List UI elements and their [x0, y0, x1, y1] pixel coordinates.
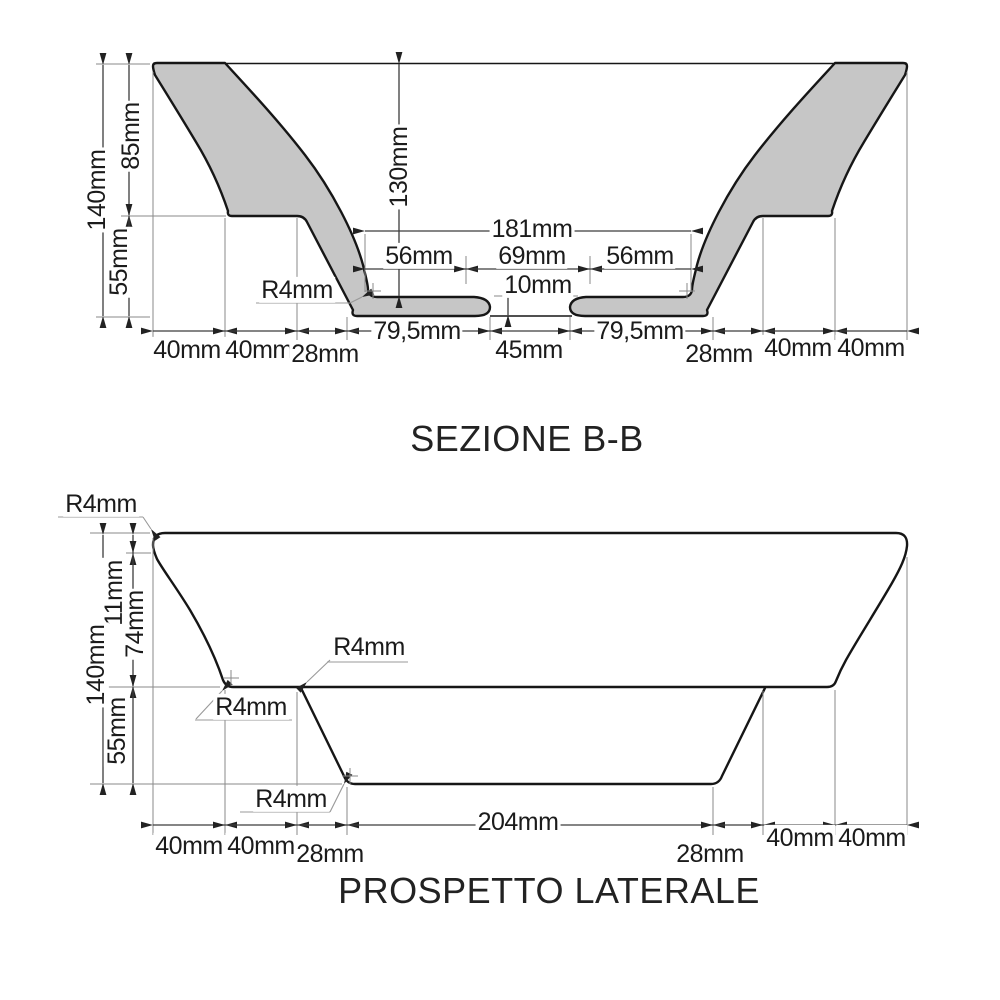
radius-label: R4mm — [259, 275, 335, 304]
dim-label-flange-right: 79,5mm — [594, 316, 686, 345]
dim-label-outer-right-2: 40mm — [836, 823, 908, 852]
dim-label-flange-left: 79,5mm — [371, 316, 463, 345]
dim-label-outer-right-1: 40mm — [764, 823, 836, 852]
dim-label-inner-right: 56mm — [604, 241, 676, 270]
radius-label-mid: R4mm — [331, 632, 407, 661]
dim-label-outer-left-1: 40mm — [153, 831, 225, 860]
prospetto-dimensions — [58, 516, 919, 835]
dim-label-base-thickness: 10mm — [502, 270, 574, 299]
dim-label-lower-height: 55mm — [104, 226, 133, 298]
dim-label-outer-left-1: 40mm — [151, 335, 223, 364]
dim-label-outer-left-2: 40mm — [225, 831, 297, 860]
section-bb-outline — [151, 61, 909, 318]
prospetto-outline — [151, 531, 909, 786]
dim-label-inner-height: 130mm — [384, 124, 413, 210]
dim-label-curve-height: 74mm — [120, 588, 149, 660]
radius-label-bottom: R4mm — [253, 784, 329, 813]
dim-label-outer-right-2: 40mm — [835, 333, 907, 362]
radius-label-left: R4mm — [213, 692, 289, 721]
dim-label-lower-height: 55mm — [102, 695, 131, 767]
dim-label-total-height: 140mm — [82, 147, 111, 233]
dim-label-outer-left-2: 40mm — [223, 335, 295, 364]
section-bb-title: SEZIONE B-B — [410, 418, 644, 459]
dim-label-bottom-width: 204mm — [475, 807, 561, 836]
radius-label-top: R4mm — [63, 489, 139, 518]
dim-label-inner-left: 56mm — [383, 241, 455, 270]
dim-label-center-gap: 45mm — [493, 335, 565, 364]
prospetto-title: PROSPETTO LATERALE — [338, 870, 760, 911]
dim-label-upper-height: 85mm — [116, 100, 145, 172]
dim-label-inner-width: 181mm — [489, 214, 575, 243]
dim-label-step-left: 28mm — [289, 339, 361, 368]
dim-label-inner-center: 69mm — [496, 241, 568, 270]
dim-label-step-left: 28mm — [294, 839, 366, 868]
dim-label-step-right: 28mm — [683, 339, 755, 368]
dim-label-outer-right-1: 40mm — [762, 333, 834, 362]
dim-label-step-right: 28mm — [674, 839, 746, 868]
